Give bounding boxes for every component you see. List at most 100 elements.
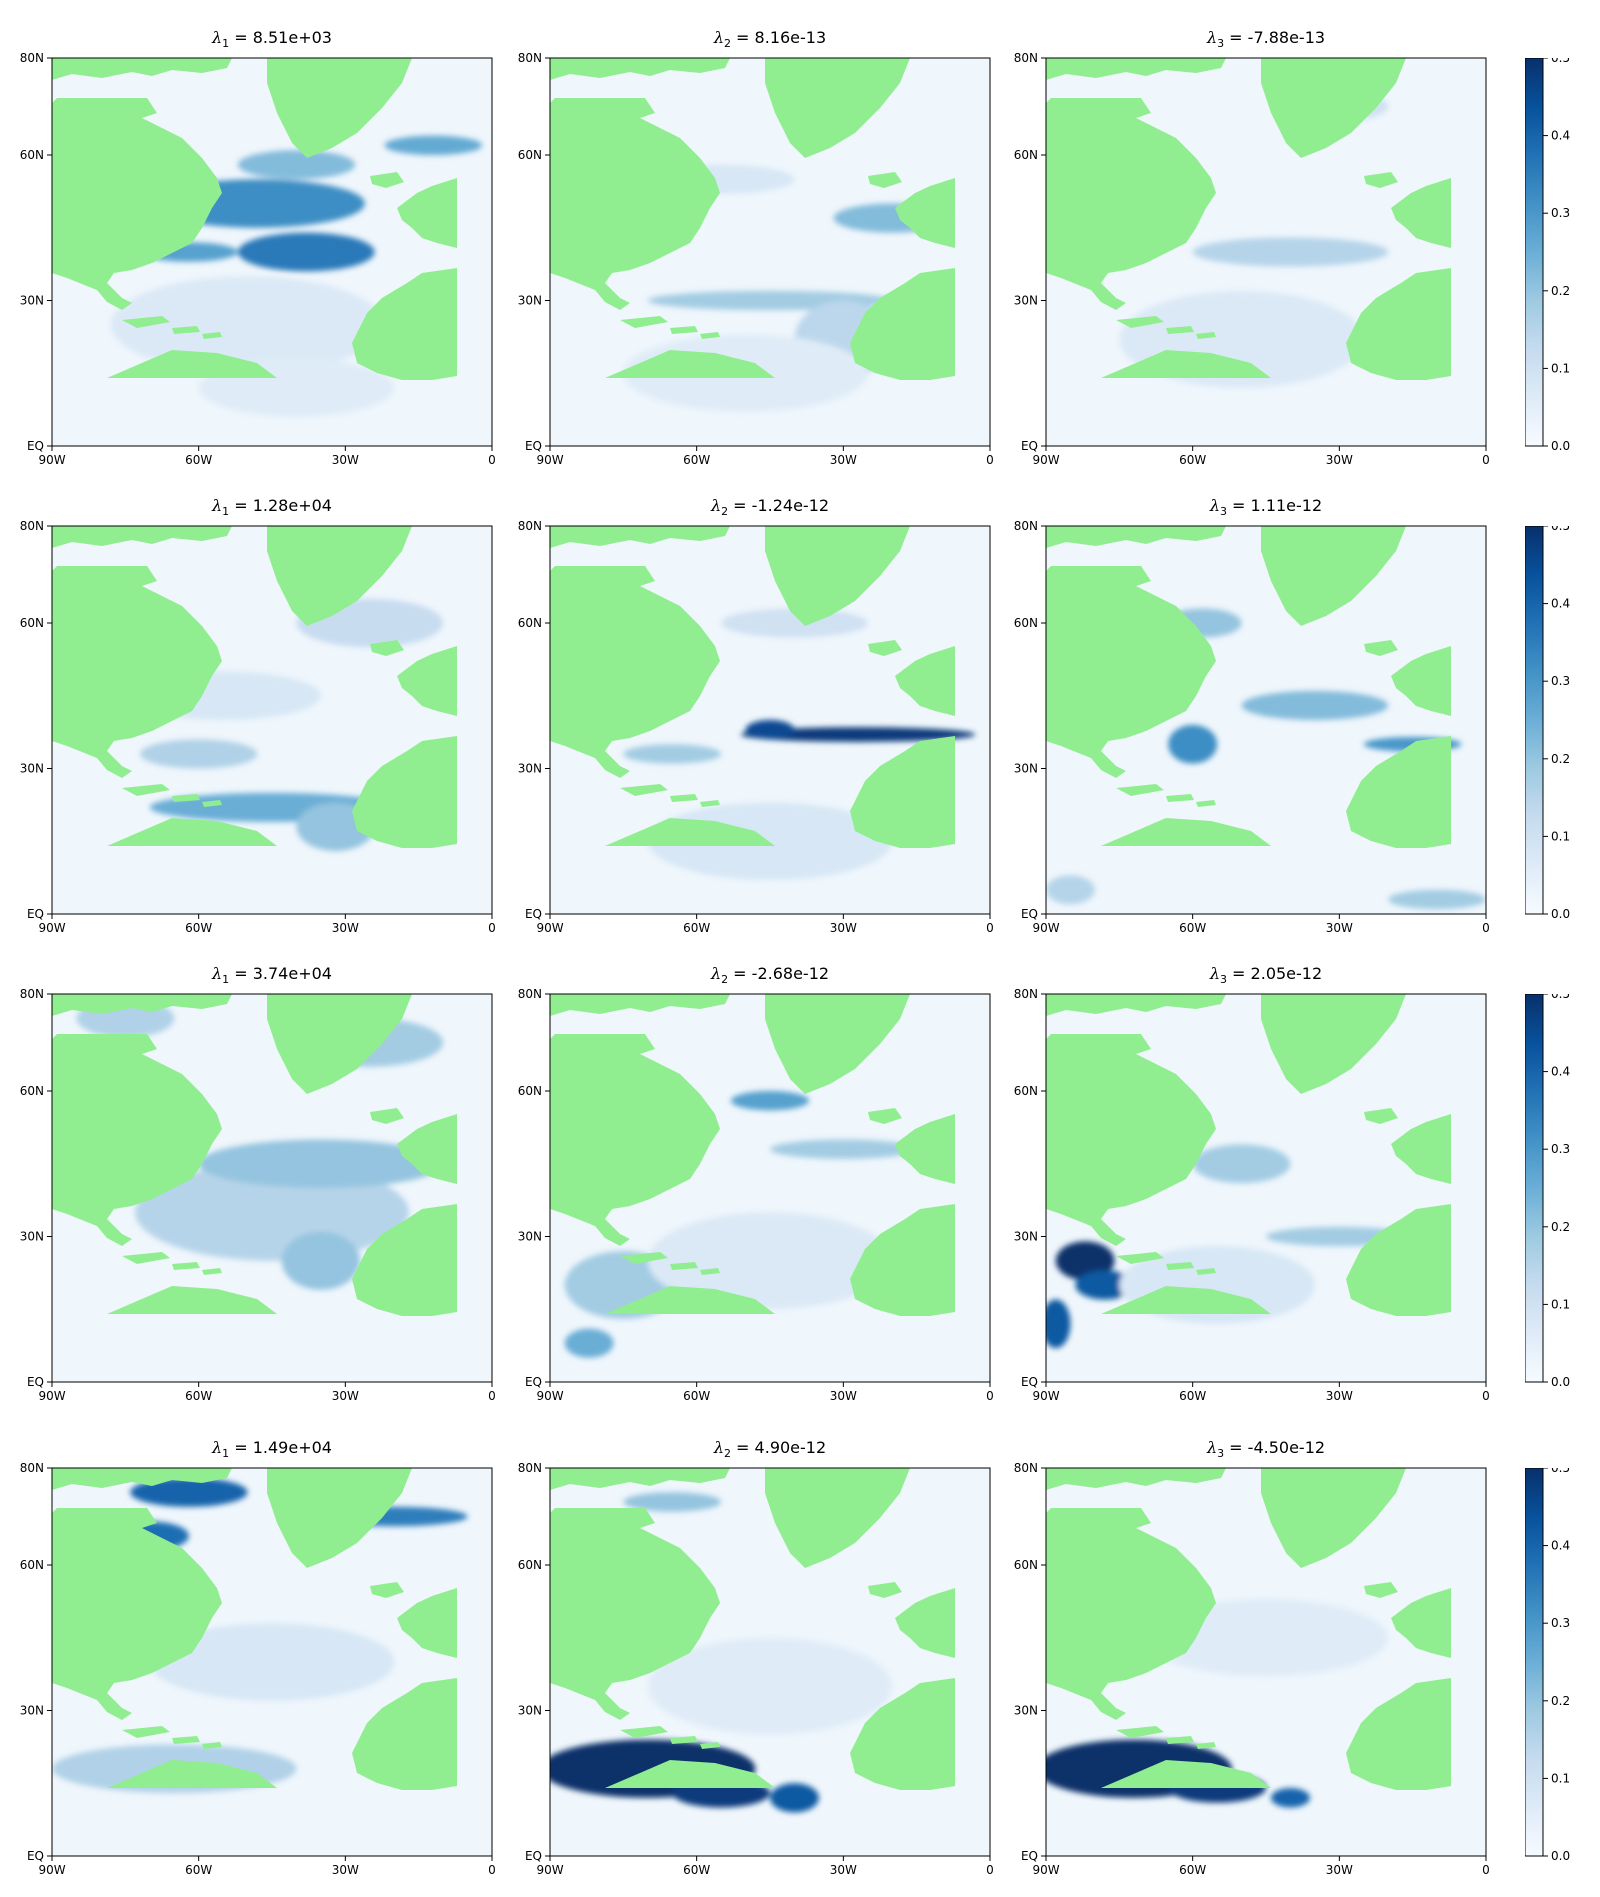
map-panel-r4-c2: EQ 30N 60N 80N 90W 60W 30W 0 xyxy=(518,1461,994,1877)
x-tick-label: 90W xyxy=(1032,1863,1059,1877)
eigenvalue-symbol: λ xyxy=(1206,1438,1218,1457)
y-tick-label: 30N xyxy=(518,1230,542,1244)
x-tick-label: 90W xyxy=(1032,1389,1059,1403)
field-anomaly xyxy=(1192,237,1389,267)
axes-frame xyxy=(1045,525,1487,915)
x-tick-label: 90W xyxy=(536,1389,563,1403)
panel-title: λ1 = 3.74e+04 xyxy=(52,964,492,986)
y-tick-label: 30N xyxy=(20,1230,44,1244)
field-anomaly xyxy=(1168,724,1218,764)
x-tick-label: 60W xyxy=(185,453,212,467)
x-tick-label: 90W xyxy=(38,1389,65,1403)
y-tick-label: 30N xyxy=(1014,1704,1038,1718)
eigenvalue-symbol: λ xyxy=(1209,964,1220,983)
map-panel-r2-c2: EQ 30N 60N 80N 90W 60W 30W 0 xyxy=(518,519,994,935)
field-anomaly xyxy=(110,276,385,374)
y-tick-label: EQ xyxy=(27,907,44,921)
y-tick-label: 30N xyxy=(518,1704,542,1718)
y-tick-label: EQ xyxy=(525,907,542,921)
field-anomaly xyxy=(1046,1299,1071,1349)
y-tick-label: 80N xyxy=(1014,987,1038,1001)
panel-title: λ3 = 2.05e-12 xyxy=(1046,964,1486,986)
y-tick-label: EQ xyxy=(1021,907,1038,921)
eigenvalue-index: 1 xyxy=(222,505,230,519)
y-tick-label: 80N xyxy=(1014,1461,1038,1475)
eigenvalue-value: = -7.88e-13 xyxy=(1224,28,1326,47)
y-tick-label: 80N xyxy=(518,51,542,65)
y-tick-label: 80N xyxy=(518,519,542,533)
colorbar-tick-label: 0.2 xyxy=(1551,284,1570,298)
panel-title: λ3 = -4.50e-12 xyxy=(1046,1438,1486,1460)
x-tick-label: 30W xyxy=(1326,921,1353,935)
field-anomaly xyxy=(1270,1788,1310,1808)
field-anomaly xyxy=(1388,889,1486,910)
colorbar-tick-label: 0.4 xyxy=(1551,597,1570,611)
colorbar-tick-label: 0.4 xyxy=(1551,129,1570,143)
colorbar-gradient xyxy=(1525,58,1544,447)
eigenvalue-value: = 1.28e+04 xyxy=(229,496,332,515)
y-tick-label: 60N xyxy=(20,148,44,162)
colorbar: 0.0 0.1 0.2 0.3 0.4 0.5 xyxy=(1525,58,1570,453)
eigenvalue-symbol: λ xyxy=(710,496,722,515)
x-tick-label: 60W xyxy=(1179,453,1206,467)
panel-title: λ2 = 8.16e-13 xyxy=(550,28,990,50)
map-panel-r1-c3: EQ 30N 60N 80N 90W 60W 30W 0 xyxy=(1014,51,1490,467)
x-tick-label: 60W xyxy=(1179,921,1206,935)
x-tick-label: 60W xyxy=(1179,1389,1206,1403)
x-tick-label: 60W xyxy=(185,921,212,935)
x-tick-label: 0 xyxy=(986,453,994,467)
x-tick-label: 30W xyxy=(332,921,359,935)
eigenvalue-index: 3 xyxy=(1219,505,1227,519)
field-anomaly xyxy=(1241,690,1389,720)
y-tick-label: 60N xyxy=(1014,1558,1038,1572)
y-tick-label: 60N xyxy=(20,1558,44,1572)
panel-title: λ3 = -7.88e-13 xyxy=(1046,28,1486,50)
colorbar-tick-label: 0.1 xyxy=(1551,829,1570,843)
y-tick-label: EQ xyxy=(525,1375,542,1389)
eigenvalue-symbol: λ xyxy=(713,1438,724,1457)
eigenvalue-value: = -1.24e-12 xyxy=(728,496,830,515)
y-tick-label: 80N xyxy=(20,519,44,533)
axes-frame xyxy=(51,1467,493,1857)
colorbar-tick-label: 0.0 xyxy=(1551,1375,1570,1389)
eigenvalue-index: 2 xyxy=(721,505,729,519)
field-anomaly xyxy=(1075,1270,1134,1300)
x-tick-label: 0 xyxy=(488,453,496,467)
y-tick-label: 60N xyxy=(20,616,44,630)
colorbar: 0.0 0.1 0.2 0.3 0.4 0.5 xyxy=(1525,526,1570,921)
x-tick-label: 0 xyxy=(986,1863,994,1877)
field-anomaly xyxy=(281,1231,360,1290)
x-tick-label: 30W xyxy=(830,1863,857,1877)
y-tick-label: EQ xyxy=(1021,1375,1038,1389)
field-anomaly xyxy=(740,727,976,742)
colorbar-tick-label: 0.2 xyxy=(1551,1220,1570,1234)
x-tick-label: 60W xyxy=(185,1863,212,1877)
y-tick-label: 30N xyxy=(1014,762,1038,776)
colorbar-tick-label: 0.5 xyxy=(1551,1468,1570,1475)
eigenvalue-value: = 3.74e+04 xyxy=(229,964,332,983)
x-tick-label: 0 xyxy=(488,921,496,935)
field-anomaly xyxy=(140,739,258,769)
x-tick-label: 60W xyxy=(185,1389,212,1403)
y-tick-label: 30N xyxy=(1014,294,1038,308)
eigenvalue-symbol: λ xyxy=(710,964,722,983)
panel-title: λ2 = -1.24e-12 xyxy=(550,496,990,518)
eigenvalue-index: 3 xyxy=(1219,973,1227,987)
field-anomaly xyxy=(1055,1241,1115,1281)
y-tick-label: EQ xyxy=(27,1375,44,1389)
axes-frame xyxy=(549,1467,991,1857)
x-tick-label: 0 xyxy=(986,1389,994,1403)
field-anomaly xyxy=(1192,1144,1291,1184)
map-panel-r4-c1: EQ 30N 60N 80N 90W 60W 30W 0 xyxy=(20,1461,496,1877)
y-tick-label: 80N xyxy=(20,1461,44,1475)
x-tick-label: 90W xyxy=(1032,921,1059,935)
eigenvalue-index: 1 xyxy=(222,1447,230,1461)
colorbar-tick-label: 0.0 xyxy=(1551,439,1570,453)
eigenvalue-symbol: λ xyxy=(212,1438,223,1457)
axes-frame xyxy=(51,525,493,915)
axes-frame xyxy=(1045,1467,1487,1857)
colorbar-tick-label: 0.0 xyxy=(1551,907,1570,921)
x-tick-label: 30W xyxy=(830,453,857,467)
panel-title: λ1 = 1.28e+04 xyxy=(52,496,492,518)
panel-title: λ2 = -2.68e-12 xyxy=(550,964,990,986)
